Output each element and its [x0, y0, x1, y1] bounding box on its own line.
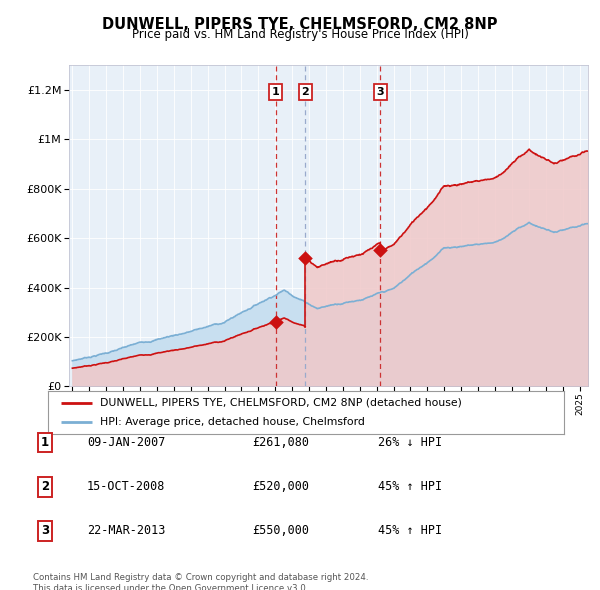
Text: 22-MAR-2013: 22-MAR-2013: [87, 525, 166, 537]
Text: 3: 3: [41, 525, 49, 537]
Text: DUNWELL, PIPERS TYE, CHELMSFORD, CM2 8NP (detached house): DUNWELL, PIPERS TYE, CHELMSFORD, CM2 8NP…: [100, 398, 461, 408]
Text: £520,000: £520,000: [252, 480, 309, 493]
Text: 1: 1: [41, 436, 49, 449]
Text: 15-OCT-2008: 15-OCT-2008: [87, 480, 166, 493]
Text: 2: 2: [302, 87, 310, 97]
Text: 26% ↓ HPI: 26% ↓ HPI: [378, 436, 442, 449]
Text: DUNWELL, PIPERS TYE, CHELMSFORD, CM2 8NP: DUNWELL, PIPERS TYE, CHELMSFORD, CM2 8NP: [102, 17, 498, 31]
Text: 45% ↑ HPI: 45% ↑ HPI: [378, 525, 442, 537]
Text: 45% ↑ HPI: 45% ↑ HPI: [378, 480, 442, 493]
Text: 09-JAN-2007: 09-JAN-2007: [87, 436, 166, 449]
Point: [301, 253, 310, 263]
Text: 2: 2: [41, 480, 49, 493]
Point: [376, 245, 385, 255]
Text: £261,080: £261,080: [252, 436, 309, 449]
Text: HPI: Average price, detached house, Chelmsford: HPI: Average price, detached house, Chel…: [100, 417, 364, 427]
Text: Contains HM Land Registry data © Crown copyright and database right 2024.
This d: Contains HM Land Registry data © Crown c…: [33, 573, 368, 590]
Point: [271, 317, 281, 327]
Text: 3: 3: [377, 87, 384, 97]
Text: £550,000: £550,000: [252, 525, 309, 537]
Text: 1: 1: [272, 87, 280, 97]
Text: Price paid vs. HM Land Registry's House Price Index (HPI): Price paid vs. HM Land Registry's House …: [131, 28, 469, 41]
